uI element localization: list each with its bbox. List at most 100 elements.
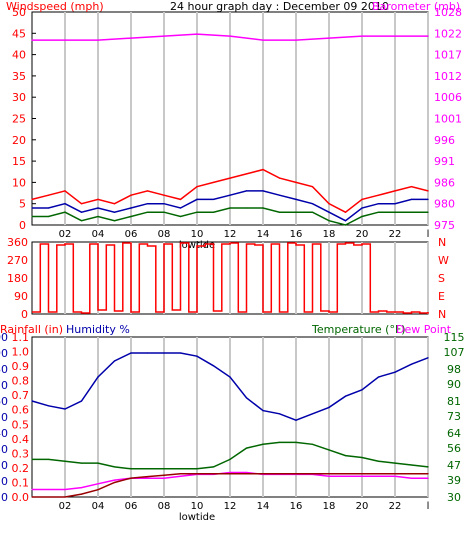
barometer-tick-label: 991	[434, 155, 455, 168]
series-dew-point-point	[410, 477, 413, 479]
series-dew-point-point	[377, 475, 380, 477]
lowtide-label: lowtide	[179, 512, 215, 523]
series-temperature-f--point	[361, 456, 363, 459]
series-humidity--point	[146, 352, 149, 354]
barometer-tick-label: 1001	[434, 113, 462, 126]
series-wind-average-point	[47, 207, 50, 209]
series-barometer-mb--point	[163, 35, 165, 37]
series-dew-point-point	[146, 477, 149, 479]
x-tick-label: 18	[323, 229, 336, 240]
series-dew-point-point	[64, 488, 66, 491]
x-tick-label: 12	[224, 229, 237, 240]
series-wind-average-point	[295, 198, 297, 200]
series-barometer-mb--point	[361, 35, 363, 37]
series-wind-low-point	[344, 224, 347, 226]
series-wind-average-point	[311, 203, 314, 205]
humidity-tick-label: 60	[0, 395, 8, 408]
series-wind-average-point	[262, 190, 264, 192]
series-humidity--point	[179, 352, 182, 354]
x-tick-label: 10	[191, 229, 204, 240]
series-rainfall-in--point	[427, 473, 429, 475]
series-wind-low-point	[295, 211, 297, 213]
direction-tick-label: 90	[14, 290, 28, 303]
rain-tick-label: 0.2	[12, 462, 30, 475]
windspeed-tick-label: 25	[12, 113, 26, 126]
series-temperature-f--point	[130, 468, 132, 470]
windspeed-tick-label: 10	[12, 176, 26, 189]
series-humidity--point	[80, 400, 83, 402]
windspeed-tick-label: 40	[12, 49, 26, 62]
windspeed-tick-label: 35	[12, 70, 26, 83]
series-humidity--point	[311, 413, 314, 415]
series-humidity--point	[361, 389, 363, 391]
series-rainfall-in--point	[97, 489, 99, 491]
series-temperature-f--point	[328, 449, 330, 451]
series-temperature-f--point	[47, 458, 50, 460]
series-temperature-f--point	[97, 462, 99, 464]
series-windspeed-mph--point	[64, 190, 66, 192]
x-tick-label: 16	[290, 229, 303, 240]
rain-tick-label: 0.0	[12, 491, 30, 504]
series-humidity--point	[31, 400, 33, 402]
series-dew-point-point	[31, 488, 33, 491]
series-wind-average-point	[80, 211, 83, 213]
series-temperature-f--point	[80, 462, 83, 464]
series-humidity--point	[97, 376, 99, 378]
series-wind-low-point	[113, 220, 116, 222]
x-tick-label: l	[427, 501, 430, 512]
windspeed-tick-label: 30	[12, 91, 26, 104]
windspeed-axis-title: Windspeed (mph)	[6, 0, 104, 13]
series-wind-average-point	[328, 211, 330, 213]
series-humidity--point	[229, 376, 231, 378]
windspeed-tick-label: 15	[12, 155, 26, 168]
series-wind-average-point	[394, 203, 396, 205]
series-dew-point-point	[394, 475, 396, 477]
series-wind-average-point	[278, 194, 281, 196]
x-tick-label: 20	[356, 501, 369, 512]
series-windspeed-mph--point	[179, 198, 182, 200]
windspeed-tick-label: 0	[19, 219, 26, 232]
rain-tick-label: 0.6	[12, 404, 30, 417]
series-humidity--point	[328, 406, 330, 408]
barometer-tick-label: 980	[434, 198, 455, 211]
x-tick-label: 14	[257, 501, 270, 512]
x-tick-label: 20	[356, 229, 369, 240]
x-tick-label: 02	[59, 501, 72, 512]
humidity-tick-label: 100	[0, 331, 8, 344]
series-humidity--point	[394, 371, 396, 373]
series-wind-low-point	[163, 211, 165, 213]
series-windspeed-mph--point	[377, 194, 380, 196]
series-temperature-f--point	[113, 466, 116, 468]
barometer-tick-label: 1022	[434, 27, 462, 40]
direction-tick-label: 180	[7, 272, 28, 285]
series-windspeed-mph--point	[47, 194, 50, 196]
windspeed-tick-label: 50	[12, 6, 26, 19]
series-temperature-f--point	[278, 441, 281, 443]
series-humidity--point	[344, 395, 347, 397]
series-wind-average-point	[130, 207, 132, 209]
series-temperature-f--point	[262, 443, 264, 445]
rain-tick-label: 0.7	[12, 389, 30, 402]
barometer-tick-label: 1028	[434, 6, 462, 19]
series-humidity--point	[410, 363, 413, 365]
x-tick-label: 04	[92, 501, 105, 512]
series-wind-average-point	[113, 211, 116, 213]
temperature-tick-label: 107	[444, 346, 465, 359]
series-windspeed-mph--point	[146, 190, 149, 192]
series-wind-low-point	[130, 215, 132, 218]
series-windspeed-mph--point	[196, 186, 198, 188]
series-temperature-f--point	[427, 466, 429, 468]
series-barometer-mb--point	[394, 35, 396, 37]
temperature-tick-label: 90	[447, 378, 461, 391]
series-wind-low-point	[64, 211, 66, 213]
series-rainfall-in--point	[196, 473, 198, 475]
series-barometer-mb--point	[97, 39, 99, 41]
series-temperature-f--point	[196, 468, 198, 470]
series-humidity--point	[245, 397, 248, 399]
x-tick-label: 22	[389, 229, 402, 240]
series-barometer-mb--point	[229, 35, 231, 37]
series-wind-average-point	[361, 207, 363, 209]
series-windspeed-mph--point	[229, 177, 231, 179]
